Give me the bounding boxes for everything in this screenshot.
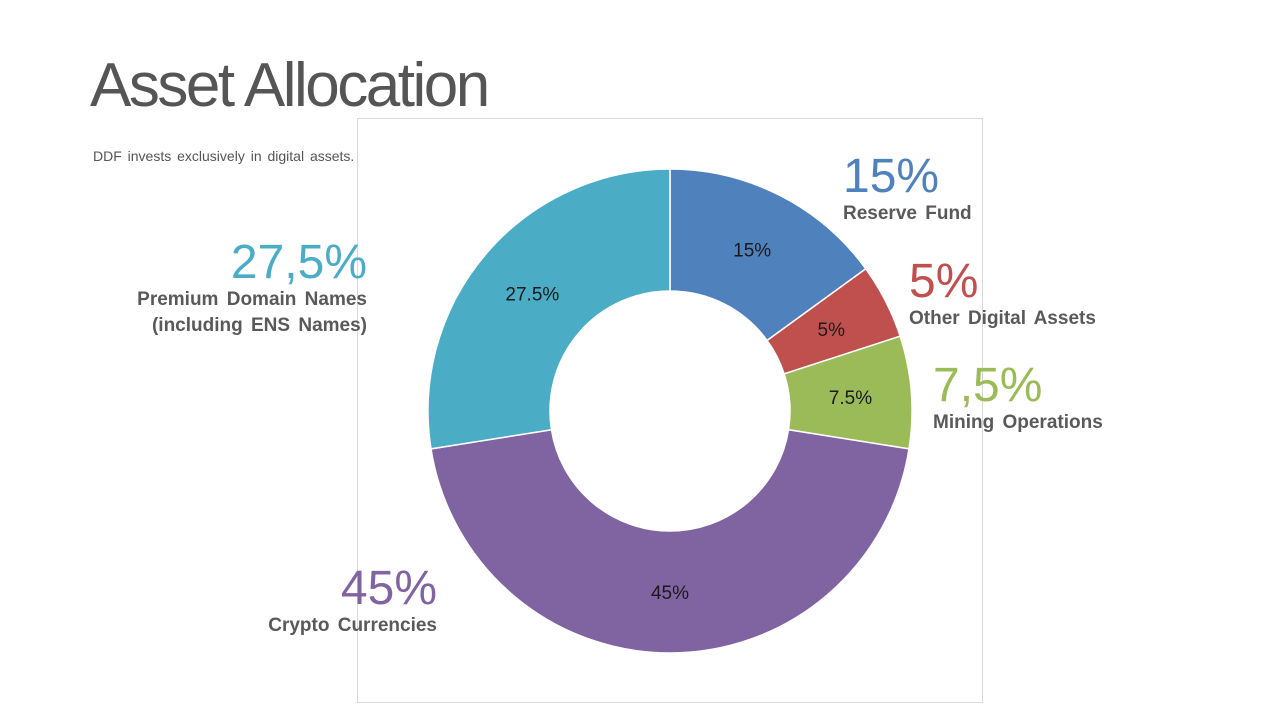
callout-other-digital-assets: 5% Other Digital Assets xyxy=(909,258,1096,332)
callout-premium-domain-names: 27,5% Premium Domain Names (including EN… xyxy=(137,239,367,339)
slice-data-label-premium-domain-names-including-ens-names: 27.5% xyxy=(505,284,559,305)
callout-mining-operations: 7,5% Mining Operations xyxy=(933,362,1103,436)
donut-slice-reserve-fund xyxy=(669,168,867,342)
callout-crypto-currencies-label: Crypto Currencies xyxy=(268,615,437,636)
slice-data-label-mining-operations: 7.5% xyxy=(829,388,872,409)
donut-slice-premium-domain-names-including-ens-names xyxy=(427,168,671,450)
callout-crypto-currencies: 45% Crypto Currencies xyxy=(268,565,437,639)
callout-other-digital-assets-label: Other Digital Assets xyxy=(909,308,1096,329)
chart-frame xyxy=(357,118,983,703)
slice-data-label-reserve-fund: 15% xyxy=(733,241,771,262)
donut-slice-crypto-currencies xyxy=(430,428,910,654)
callout-crypto-currencies-pct: 45% xyxy=(340,562,437,615)
callout-reserve-fund: 15% Reserve Fund xyxy=(843,153,972,227)
callout-premium-domain-names-label-line1: Premium Domain Names xyxy=(137,289,367,310)
callout-premium-domain-names-pct: 27,5% xyxy=(230,236,367,289)
slide-subtitle: DDF invests exclusively in digital asset… xyxy=(93,148,355,164)
callout-mining-operations-pct: 7,5% xyxy=(933,359,1043,412)
slice-data-label-other-digital-assets: 5% xyxy=(818,320,846,341)
slide-title: Asset Allocation xyxy=(90,51,490,120)
slice-data-label-crypto-currencies: 45% xyxy=(651,583,689,604)
callout-mining-operations-label: Mining Operations xyxy=(933,412,1103,433)
callout-reserve-fund-label: Reserve Fund xyxy=(843,203,972,224)
callout-reserve-fund-pct: 15% xyxy=(843,150,940,203)
callout-other-digital-assets-pct: 5% xyxy=(909,255,979,308)
callout-premium-domain-names-label-line2: (including ENS Names) xyxy=(151,315,367,336)
